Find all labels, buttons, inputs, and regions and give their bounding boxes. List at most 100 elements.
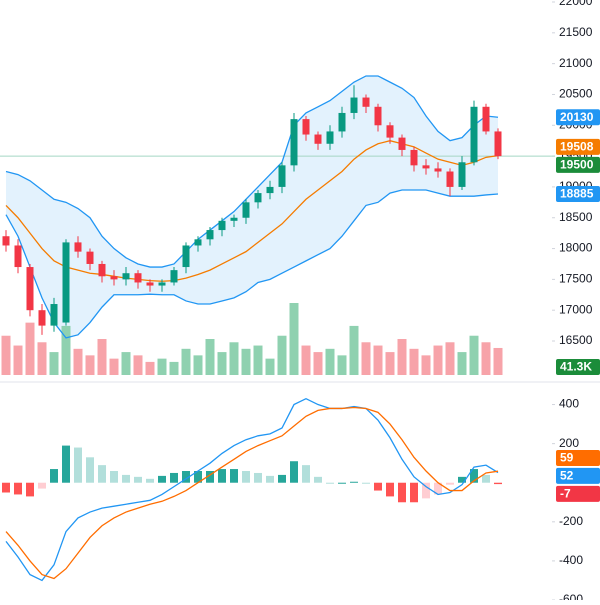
volume-bar	[445, 342, 455, 375]
histogram-bar	[110, 471, 118, 483]
band-fill	[6, 75, 498, 338]
histogram-bar	[482, 474, 490, 483]
histogram-bar	[326, 482, 334, 484]
badge-box	[556, 467, 600, 484]
y-tick-label: 21500	[559, 25, 593, 39]
histogram-bar	[98, 465, 106, 483]
badge-label: 19500	[560, 158, 594, 172]
volume-bar	[373, 345, 383, 375]
histogram-bar	[458, 476, 466, 483]
histogram-bar	[362, 482, 370, 484]
candle-body	[314, 134, 322, 144]
candle-body	[326, 131, 334, 144]
candle-body	[98, 263, 106, 277]
volume-bar	[457, 352, 467, 375]
price-badge: 52	[556, 467, 600, 484]
volume-bar	[481, 342, 491, 375]
badge-label: 19508	[560, 140, 594, 154]
volume-bar	[265, 358, 275, 375]
candle-body	[86, 251, 94, 264]
y-tick-label: 16500	[559, 333, 593, 347]
volume-bar	[37, 342, 47, 375]
histogram-bar	[146, 478, 154, 483]
histogram-bar	[338, 482, 346, 484]
y-tick-label: 21000	[559, 56, 593, 70]
histogram-bar	[494, 482, 502, 485]
badge-box	[556, 138, 600, 155]
candle-body	[302, 119, 310, 135]
candle-body	[158, 282, 166, 286]
candle-body	[182, 245, 190, 268]
price-badge: 59	[556, 450, 600, 467]
y-tick-label: 18500	[559, 210, 593, 224]
badge-label: 20130	[560, 110, 594, 124]
histogram-bar	[446, 482, 454, 485]
candle-body	[362, 97, 370, 107]
volume-bar	[157, 358, 167, 375]
candle-body	[122, 273, 130, 280]
histogram-bar	[422, 482, 430, 499]
volume-bar	[193, 355, 203, 375]
histogram-bar	[386, 482, 394, 497]
volume-bar	[13, 345, 23, 375]
price-badge: 41.3K	[556, 359, 600, 375]
volume-bar	[433, 345, 443, 375]
histogram-bar	[278, 474, 286, 483]
y-tick-label: 17500	[559, 272, 593, 286]
volume-bar	[109, 358, 119, 375]
volume-bar	[49, 352, 59, 375]
histogram-bar	[434, 482, 442, 495]
volume-bar	[349, 325, 359, 375]
candle-body	[494, 131, 502, 157]
candle-body	[14, 245, 22, 268]
histogram-bar	[158, 475, 166, 483]
candle-body	[134, 273, 142, 283]
y-tick-label: 200	[559, 436, 579, 450]
candle-body	[110, 276, 118, 280]
histogram-bar	[218, 469, 226, 483]
candle-body	[458, 162, 466, 187]
histogram-bar	[74, 447, 82, 483]
badge-box	[556, 485, 600, 502]
candle-body	[206, 230, 214, 240]
volume-bar	[421, 355, 431, 375]
histogram-bar	[302, 465, 310, 483]
volume-bar	[361, 342, 371, 375]
volume-bar	[385, 352, 395, 375]
histogram-bar	[194, 471, 202, 483]
histogram-bar	[26, 482, 34, 497]
volume-bar	[61, 325, 71, 375]
volume-bar	[121, 352, 131, 375]
volume-bar	[301, 345, 311, 375]
volume-bar	[181, 348, 191, 375]
candle-body	[338, 112, 346, 132]
line	[5, 397, 499, 582]
volume-bar	[337, 355, 347, 375]
histogram-bar	[2, 482, 10, 493]
histogram-bar	[182, 471, 190, 483]
histogram-bar	[242, 471, 250, 483]
histogram-bar	[350, 481, 358, 483]
candle-body	[434, 168, 442, 172]
price-badge: 19500	[556, 156, 600, 173]
y-tick-label: 17000	[559, 302, 593, 316]
histogram-bar	[62, 445, 70, 483]
candle-body	[2, 236, 10, 246]
candle-body	[350, 97, 358, 113]
price-badge: -7	[556, 485, 600, 502]
line	[5, 75, 499, 268]
badge-label: 41.3K	[560, 360, 592, 374]
candle-body	[218, 220, 226, 231]
candle-body	[410, 149, 418, 166]
histogram-bar	[398, 482, 406, 503]
candle-body	[446, 171, 454, 187]
volume-bar	[313, 352, 323, 375]
badge-box	[556, 359, 600, 375]
y-tick-label: 20500	[559, 87, 593, 101]
candle-body	[422, 165, 430, 169]
volume-bar	[1, 335, 11, 375]
candle-body	[38, 310, 46, 326]
price-badge: 19508	[556, 138, 600, 155]
badge-label: 52	[560, 469, 574, 483]
